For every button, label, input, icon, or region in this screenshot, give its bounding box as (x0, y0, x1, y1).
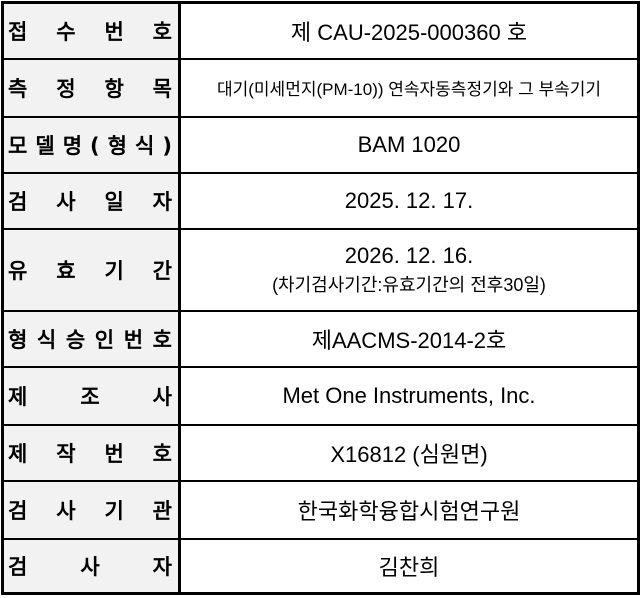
row-measurement-item: 측 정 항 목 대기(미세먼지(PM-10)) 연속자동측정기와 그 부속기기 (1, 57, 640, 118)
value-manufacturer: Met One Instruments, Inc. (178, 365, 640, 426)
row-inspection-agency: 검 사 기 관 한국화학융합시험연구원 (1, 479, 640, 540)
label-measurement-item: 측 정 항 목 (1, 57, 181, 118)
row-manufacturer: 제 조 사 Met One Instruments, Inc. (1, 365, 640, 426)
value-measurement-item: 대기(미세먼지(PM-10)) 연속자동측정기와 그 부속기기 (178, 57, 640, 118)
row-serial-number: 제 작 번 호 X16812 (심원면) (1, 423, 640, 482)
row-validity-period: 유 효 기 간 2026. 12. 16. (차기검사기간:유효기간의 전후30… (1, 227, 640, 312)
label-serial-number: 제 작 번 호 (1, 423, 181, 482)
value-serial-number: X16812 (심원면) (178, 423, 640, 482)
value-receipt-number: 제 CAU-2025-000360 호 (178, 1, 640, 60)
value-inspection-date: 2025. 12. 17. (178, 171, 640, 230)
row-receipt-number: 접 수 번 호 제 CAU-2025-000360 호 (1, 1, 640, 60)
label-inspector: 검 사 자 (1, 537, 181, 595)
value-inspection-agency: 한국화학융합시험연구원 (178, 479, 640, 540)
row-inspection-date: 검 사 일 자 2025. 12. 17. (1, 171, 640, 230)
label-model: 모 델 명 ( 형 식 ) (1, 115, 181, 174)
label-inspection-date: 검 사 일 자 (1, 171, 181, 230)
value-type-approval: 제AACMS-2014-2호 (178, 309, 640, 368)
label-inspection-agency: 검 사 기 관 (1, 479, 181, 540)
label-validity-period: 유 효 기 간 (1, 227, 181, 312)
label-manufacturer: 제 조 사 (1, 365, 181, 426)
value-model: BAM 1020 (178, 115, 640, 174)
label-type-approval: 형 식 승 인 번 호 (1, 309, 181, 368)
row-type-approval: 형 식 승 인 번 호 제AACMS-2014-2호 (1, 309, 640, 368)
validity-date: 2026. 12. 16. (344, 242, 474, 268)
row-inspector: 검 사 자 김찬희 (1, 537, 640, 595)
value-validity-period: 2026. 12. 16. (차기검사기간:유효기간의 전후30일) (178, 227, 640, 312)
row-model: 모 델 명 ( 형 식 ) BAM 1020 (1, 115, 640, 174)
value-inspector: 김찬희 (178, 537, 640, 595)
label-receipt-number: 접 수 번 호 (1, 1, 181, 60)
validity-note: (차기검사기간:유효기간의 전후30일) (272, 274, 546, 295)
